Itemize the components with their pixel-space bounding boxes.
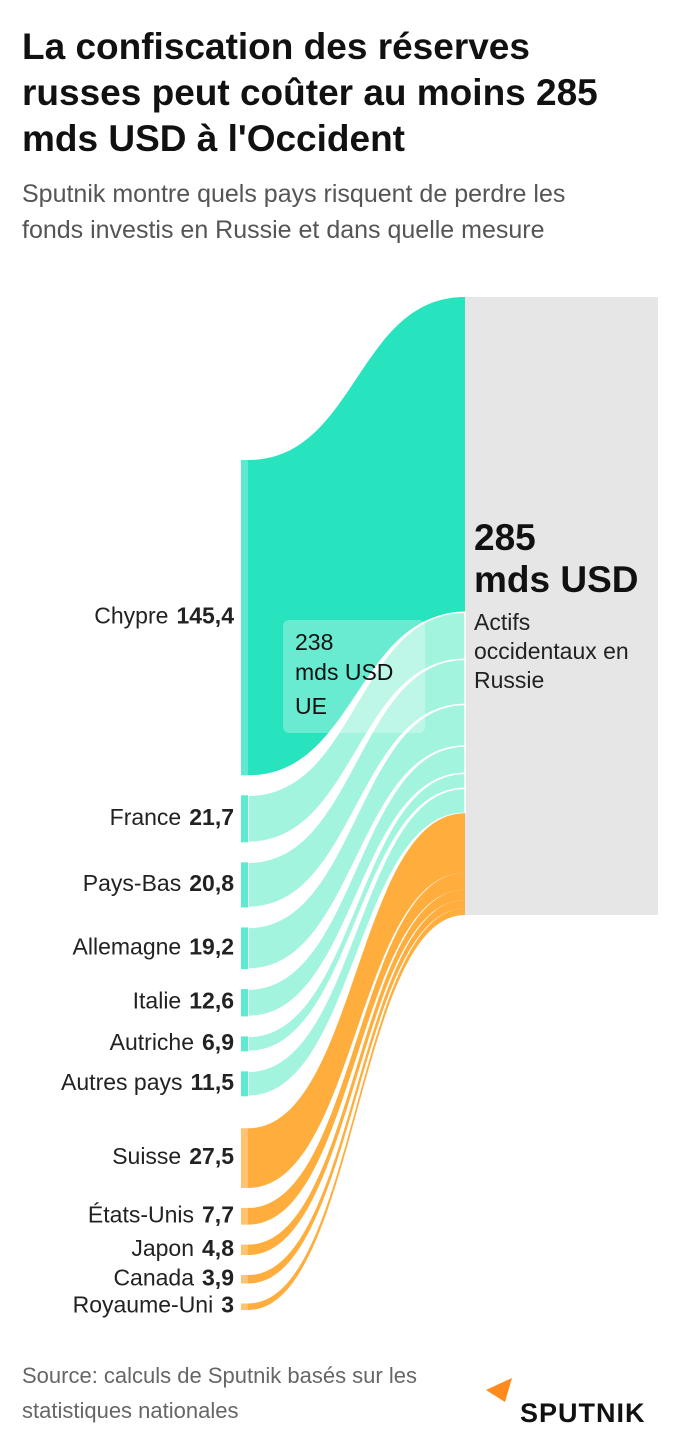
flow bbox=[248, 297, 465, 776]
node-bar bbox=[241, 1128, 248, 1188]
country-name: Italie bbox=[133, 988, 182, 1014]
total-bar bbox=[465, 297, 658, 915]
country-label: Suisse 27,5 bbox=[112, 1143, 234, 1169]
country-label: Canada 3,9 bbox=[113, 1264, 234, 1290]
value-label: 3 bbox=[221, 1292, 234, 1318]
node-bar bbox=[241, 989, 248, 1017]
value-label: 12,6 bbox=[189, 988, 234, 1014]
eu-total: 238 bbox=[295, 629, 334, 655]
logo: SPUTNIK bbox=[520, 1398, 646, 1428]
country-name: Canada bbox=[113, 1264, 194, 1290]
node-bar bbox=[241, 1071, 248, 1097]
value-label: 145,4 bbox=[176, 603, 234, 629]
total-label: Actifs occidentaux en Russie bbox=[474, 609, 629, 693]
eu-name: UE bbox=[295, 693, 327, 719]
flow bbox=[248, 872, 465, 1225]
title: La confiscation des réserves russes peut… bbox=[22, 26, 598, 159]
flow bbox=[248, 889, 465, 1256]
node-bar bbox=[241, 460, 248, 776]
country-label: France 21,7 bbox=[110, 804, 234, 830]
country-label: Japon 4,8 bbox=[131, 1235, 234, 1261]
country-label: Royaume-Uni 3 bbox=[73, 1292, 234, 1318]
node-bar bbox=[241, 927, 248, 970]
country-label: États-Unis 7,7 bbox=[88, 1201, 234, 1227]
node-bar bbox=[241, 1244, 248, 1256]
country-name: France bbox=[110, 804, 182, 830]
flow bbox=[248, 813, 465, 1188]
node-bar bbox=[241, 1036, 248, 1052]
node-bar bbox=[241, 1207, 248, 1225]
logo-icon bbox=[486, 1378, 512, 1402]
value-label: 3,9 bbox=[202, 1264, 234, 1290]
total-unit: mds USD bbox=[474, 559, 639, 600]
country-label: Italie 12,6 bbox=[133, 988, 234, 1014]
country-label: Pays-Bas 20,8 bbox=[83, 870, 234, 896]
eu-box: 238 mds USD UE bbox=[283, 620, 425, 733]
total-value: 285 bbox=[474, 517, 536, 558]
value-label: 27,5 bbox=[189, 1143, 234, 1169]
source: Source: calculs de Sputnik basés sur les… bbox=[22, 1363, 417, 1423]
node-bar bbox=[241, 1303, 248, 1310]
eu-unit: mds USD bbox=[295, 659, 394, 685]
subtitle: Sputnik montre quels pays risquent de pe… bbox=[22, 180, 566, 244]
value-label: 20,8 bbox=[189, 870, 234, 896]
flow bbox=[248, 908, 465, 1310]
country-name: Allemagne bbox=[73, 933, 182, 959]
country-label: Chypre 145,4 bbox=[94, 603, 234, 629]
country-name: Suisse bbox=[112, 1143, 181, 1169]
flow bbox=[248, 900, 465, 1284]
country-name: Autres pays bbox=[61, 1069, 182, 1095]
value-label: 4,8 bbox=[202, 1235, 234, 1261]
country-name: Autriche bbox=[110, 1029, 194, 1055]
value-label: 19,2 bbox=[189, 933, 234, 959]
country-name: Japon bbox=[131, 1235, 194, 1261]
node-bar bbox=[241, 1275, 248, 1284]
value-label: 6,9 bbox=[202, 1029, 234, 1055]
country-name: Royaume-Uni bbox=[73, 1292, 214, 1318]
value-label: 21,7 bbox=[189, 804, 234, 830]
country-label: Autriche 6,9 bbox=[110, 1029, 234, 1055]
country-label: Allemagne 19,2 bbox=[73, 933, 234, 959]
country-label: Autres pays 11,5 bbox=[61, 1069, 234, 1095]
value-label: 7,7 bbox=[202, 1201, 234, 1227]
value-label: 11,5 bbox=[191, 1069, 235, 1095]
node-bar bbox=[241, 795, 248, 843]
country-name: Chypre bbox=[94, 603, 168, 629]
node-bar bbox=[241, 862, 248, 908]
country-name: États-Unis bbox=[88, 1201, 194, 1227]
country-name: Pays-Bas bbox=[83, 870, 181, 896]
